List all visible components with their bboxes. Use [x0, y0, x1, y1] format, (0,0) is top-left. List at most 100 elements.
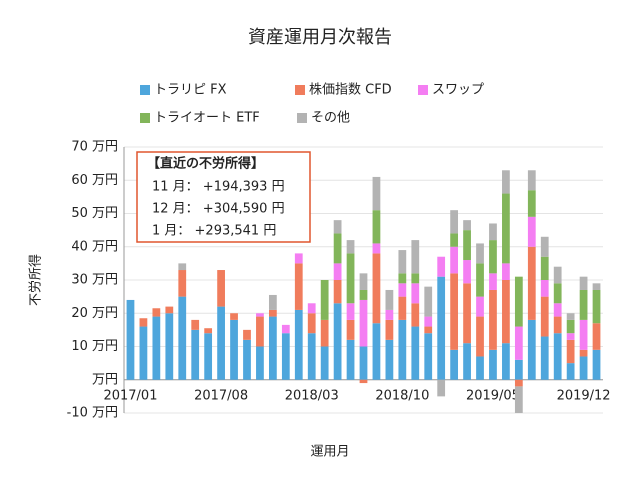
bar-segment: [294, 309, 303, 380]
bar-segment: [126, 299, 135, 380]
annotation-title: 【直近の不労所得】: [147, 156, 264, 172]
bar-segment: [579, 276, 588, 290]
bar-segment: [307, 303, 316, 314]
legend-label: スワップ: [432, 83, 484, 98]
bar-segment: [217, 306, 225, 380]
bar-segment: [333, 263, 342, 280]
bar-segment: [385, 319, 394, 340]
bar-segment: [437, 379, 446, 397]
bar-segment: [553, 283, 562, 304]
bar-segment: [385, 309, 394, 320]
bar-segment: [359, 379, 368, 384]
bar-segment: [256, 346, 264, 380]
legend-swatch: [418, 85, 428, 95]
bar-segment: [566, 339, 575, 364]
bar-segment: [579, 349, 588, 357]
annotation-line: 1 月： +293,541 円: [152, 224, 276, 239]
bar-segment: [398, 319, 407, 380]
bar-segment: [540, 280, 549, 297]
x-tick-label: 2018/10: [375, 389, 429, 404]
bar-segment: [476, 263, 484, 297]
bar-segment: [385, 289, 394, 310]
bar-segment: [514, 326, 523, 360]
bar-segment: [566, 363, 575, 380]
y-axis-label: 不労所得: [28, 254, 44, 306]
bar-segment: [139, 326, 148, 380]
x-tick-label: 2017/08: [194, 389, 248, 404]
legend-swatch: [140, 113, 150, 123]
bar-segment: [553, 333, 562, 380]
legend-swatch: [295, 85, 305, 95]
bar-segment: [243, 339, 251, 380]
bar-segment: [346, 240, 355, 254]
y-tick-label: 20 万円: [71, 306, 118, 321]
bar-segment: [476, 356, 484, 380]
bar-segment: [398, 283, 407, 297]
bar-segment: [566, 319, 575, 334]
bar-segment: [165, 313, 174, 380]
bar-segment: [527, 190, 536, 217]
y-tick-label: 10 万円: [71, 339, 118, 354]
y-tick-label: 30 万円: [71, 273, 118, 288]
bar-segment: [398, 296, 407, 320]
bar-segment: [359, 273, 368, 290]
bar-segment: [450, 233, 459, 247]
bar-segment: [502, 170, 510, 194]
annotation-line: 11 月： +194,393 円: [152, 180, 285, 195]
bar-segment: [359, 346, 368, 380]
bar-segment: [437, 276, 446, 380]
bar-segment: [333, 303, 342, 380]
bar-segment: [514, 386, 523, 413]
bar-segment: [372, 210, 381, 244]
bar-segment: [281, 333, 290, 380]
bar-segment: [191, 319, 200, 330]
bar-segment: [502, 193, 510, 264]
bar-segment: [372, 253, 381, 324]
bar-segment: [152, 308, 161, 317]
bar-segment: [346, 303, 355, 320]
bar-segment: [230, 319, 238, 380]
bar-segment: [307, 313, 316, 334]
bar-segment: [489, 289, 497, 350]
bar-segment: [579, 289, 588, 320]
bar-segment: [514, 276, 523, 327]
bar-segment: [540, 256, 549, 280]
bar-segment: [359, 299, 368, 347]
bar-segment: [268, 294, 277, 310]
bar-segment: [540, 296, 549, 337]
x-axis-label: 運用月: [310, 445, 349, 460]
bar-segment: [463, 343, 471, 380]
bar-segment: [592, 349, 601, 380]
bar-segment: [514, 359, 523, 380]
bar-segment: [204, 333, 213, 380]
bar-segment: [372, 243, 381, 254]
bar-segment: [553, 303, 562, 317]
y-tick-label: 70 万円: [71, 140, 118, 155]
bar-segment: [592, 323, 601, 350]
bar-segment: [592, 283, 601, 290]
bar-segment: [281, 324, 290, 334]
bar-segment: [243, 329, 251, 340]
bar-segment: [514, 379, 523, 387]
bar-segment: [256, 313, 264, 317]
y-tick-label: -10 万円: [67, 406, 118, 421]
legend-label: 株価指数 CFD: [309, 83, 392, 98]
bar-segment: [424, 326, 433, 334]
bar-segment: [411, 283, 420, 304]
bar-segment: [424, 316, 433, 327]
bar-segment: [411, 273, 420, 284]
bar-segment: [191, 329, 200, 380]
bar-segment: [346, 339, 355, 380]
bar-segment: [527, 246, 536, 320]
bar-segment: [540, 236, 549, 257]
bar-segment: [489, 349, 497, 380]
x-tick-label: 2019/05: [466, 389, 520, 404]
x-tick-label: 2017/01: [103, 389, 157, 404]
bar-segment: [424, 333, 433, 380]
bar-segment: [411, 303, 420, 327]
bar-segment: [540, 336, 549, 380]
bar-segment: [333, 280, 342, 304]
bar-segment: [333, 220, 342, 234]
bar-segment: [450, 273, 459, 350]
